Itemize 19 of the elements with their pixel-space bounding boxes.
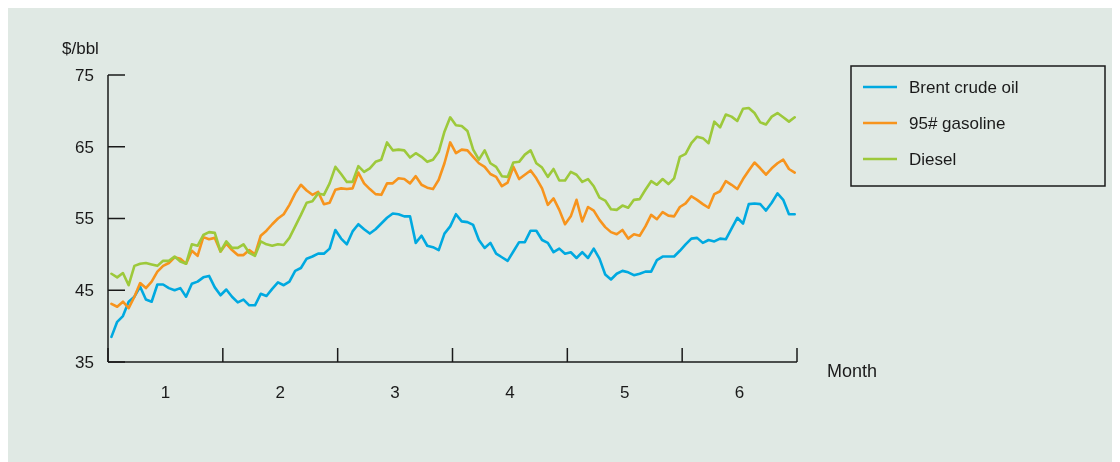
y-tick-label: 75 bbox=[75, 65, 94, 85]
x-tick-label: 4 bbox=[505, 383, 515, 402]
y-tick-label: 45 bbox=[75, 281, 94, 301]
x-tick-label: 6 bbox=[734, 383, 745, 402]
line-series bbox=[110, 141, 796, 310]
x-tick-label: 2 bbox=[275, 383, 285, 402]
x-tick-label: 3 bbox=[390, 383, 400, 402]
y-tick-label: 55 bbox=[75, 209, 94, 229]
x-tick-label: 5 bbox=[620, 383, 630, 402]
legend-label: 95# gasoline bbox=[909, 113, 1006, 133]
x-tick-label: 1 bbox=[160, 383, 171, 402]
line-series bbox=[110, 192, 796, 339]
line-series bbox=[110, 106, 796, 287]
legend-label: Diesel bbox=[909, 149, 957, 169]
y-tick-label: 65 bbox=[75, 137, 94, 157]
legend-label: Brent crude oil bbox=[909, 77, 1019, 97]
x-axis-title: Month bbox=[827, 361, 878, 381]
y-tick-label: 35 bbox=[75, 352, 94, 372]
y-axis-title: $/bbl bbox=[62, 39, 99, 58]
